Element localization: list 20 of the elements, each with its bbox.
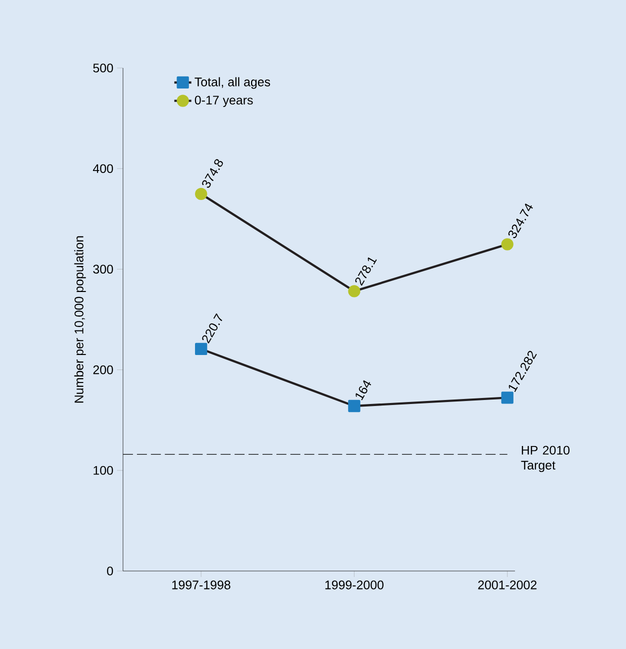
x-tick-label: 2001-2002 bbox=[478, 580, 536, 590]
y-tick-label: 300 bbox=[93, 264, 113, 274]
y-axis-title: Number per 10,000 population bbox=[74, 236, 86, 403]
point bbox=[501, 392, 514, 404]
point bbox=[195, 342, 208, 356]
legend-label: 0-17 years bbox=[194, 96, 253, 107]
point bbox=[501, 238, 514, 250]
point bbox=[195, 188, 208, 200]
y-tick-label: 0 bbox=[107, 566, 113, 576]
y-tick-label: 400 bbox=[92, 164, 113, 174]
point bbox=[348, 285, 360, 298]
point bbox=[348, 400, 360, 412]
y-tick-label: 100 bbox=[94, 466, 113, 475]
y-tick-label: 500 bbox=[93, 64, 113, 72]
ref-line-label: HP 2010 Target bbox=[521, 446, 570, 472]
x-tick-label: 1997-1998 bbox=[172, 580, 230, 590]
x-tick-label: 1999-2000 bbox=[325, 580, 384, 590]
y-tick-label: 200 bbox=[93, 365, 113, 374]
data-label: 164 bbox=[356, 380, 372, 400]
legend-label: Total, all ages bbox=[194, 77, 270, 89]
